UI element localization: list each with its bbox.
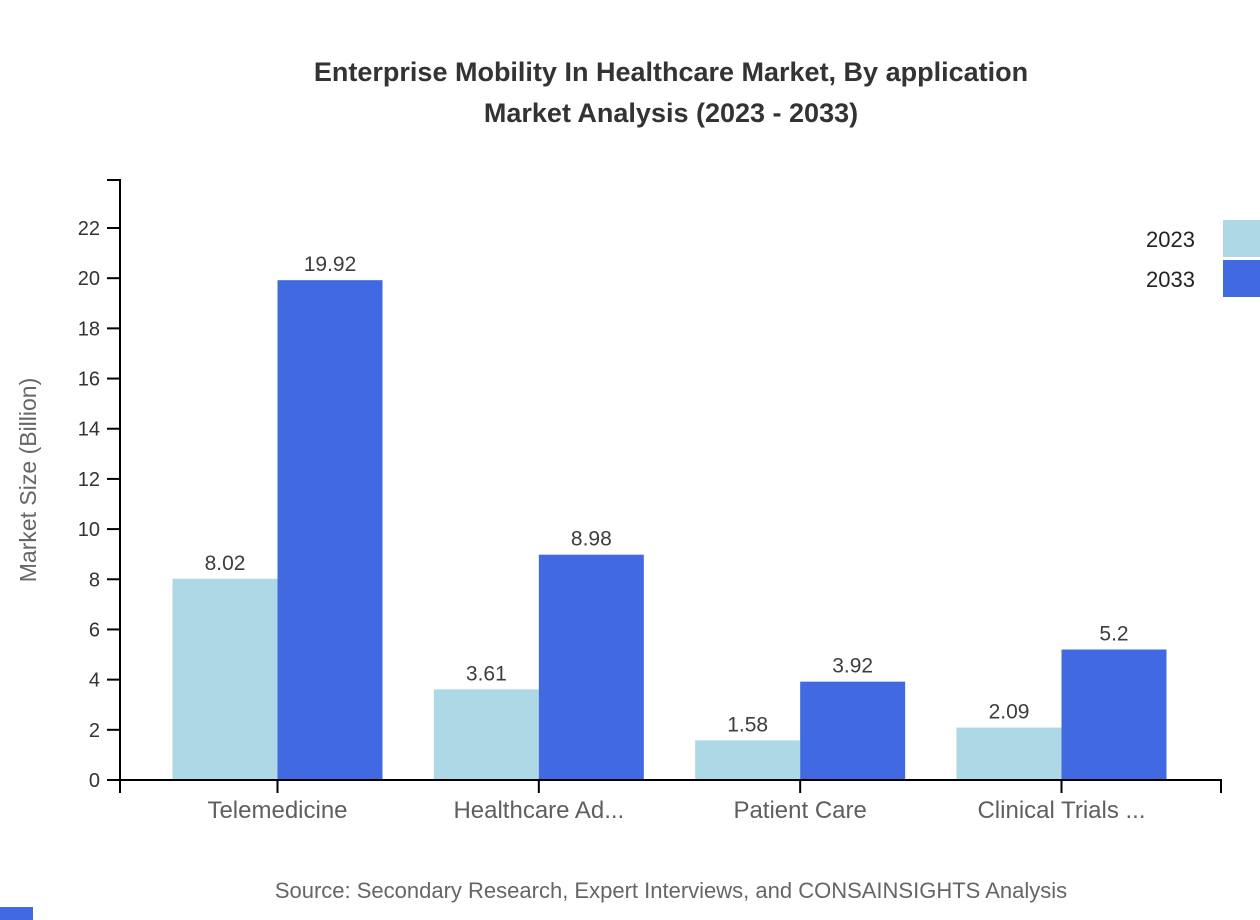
bar-2033-clinical-trials (1061, 649, 1167, 780)
bar-2033-patient-care (800, 681, 906, 780)
source-attribution: Source: Secondary Research, Expert Inter… (274, 878, 1068, 903)
y-tick-label: 20 (78, 268, 100, 290)
bar-2033-healthcare-ad (538, 554, 644, 780)
y-tick-label: 4 (89, 670, 100, 692)
chart-title-line2: Market Analysis (2023 - 2033) (483, 98, 859, 128)
bar-2023-telemedicine (172, 578, 278, 780)
value-label-2033-clinical-trials: 5.2 (1099, 623, 1128, 646)
x-category-label-patient-care: Patient Care (733, 797, 866, 824)
x-category-label-clinical-trials: Clinical Trials ... (977, 797, 1145, 824)
y-tick-label: 16 (78, 369, 100, 391)
x-category-label-healthcare-ad: Healthcare Ad... (453, 797, 624, 824)
y-tick-label: 2 (89, 720, 100, 742)
bar-2033-telemedicine (277, 280, 383, 780)
chart-title-line1: Enterprise Mobility In Healthcare Market… (313, 57, 1029, 87)
legend-swatch-2023 (1223, 220, 1260, 257)
y-tick-label: 10 (78, 519, 100, 541)
y-tick-label: 22 (78, 218, 100, 240)
bar-2023-healthcare-ad (433, 689, 539, 780)
value-label-2023-telemedicine: 8.02 (205, 552, 246, 575)
value-label-2023-patient-care: 1.58 (727, 713, 768, 736)
y-tick-label: 0 (89, 770, 100, 792)
chart-title: Enterprise Mobility In Healthcare Market… (80, 52, 1260, 134)
y-axis-title: Market Size (Billion) (15, 378, 41, 583)
brand-mark (0, 907, 33, 920)
y-tick-label: 12 (78, 469, 100, 491)
legend-label-2023: 2023 (1146, 227, 1195, 252)
value-label-2033-telemedicine: 19.92 (304, 253, 357, 276)
value-label-2033-healthcare-ad: 8.98 (571, 528, 612, 551)
y-tick-label: 8 (89, 569, 100, 591)
value-label-2023-healthcare-ad: 3.61 (466, 662, 507, 685)
value-label-2023-clinical-trials: 2.09 (989, 701, 1030, 724)
bar-2023-clinical-trials (956, 727, 1062, 780)
value-label-2033-patient-care: 3.92 (832, 655, 873, 678)
y-tick-label: 14 (78, 419, 100, 441)
bar-2023-patient-care (695, 740, 801, 780)
y-tick-label: 18 (78, 318, 100, 340)
y-tick-label: 6 (89, 619, 100, 641)
x-category-label-telemedicine: Telemedicine (207, 797, 347, 824)
legend-swatch-2033 (1223, 260, 1260, 297)
legend-label-2033: 2033 (1146, 267, 1195, 292)
